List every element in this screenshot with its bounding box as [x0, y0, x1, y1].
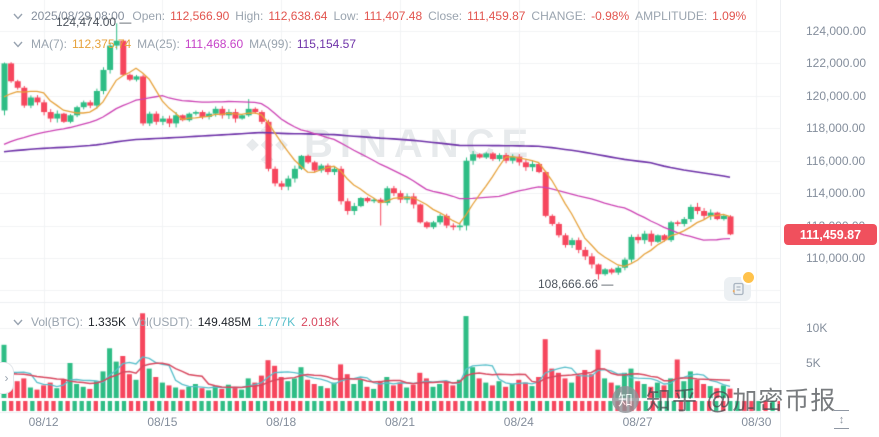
- field-label: Low:: [333, 9, 359, 23]
- field-value: -0.98%: [591, 9, 630, 23]
- date-tick-label: 08/24: [503, 415, 534, 429]
- ohlc-header: 2025/08/29 08:00 Open: 112,566.90 High: 112…: [13, 9, 752, 23]
- volume-tick-label: 10K: [806, 321, 828, 335]
- ohlc-fields: Open: 112,566.90 High: 112,638.64 Low: 111,40…: [132, 9, 752, 23]
- field-pair: MA(99): 115,154.57: [249, 37, 356, 51]
- field-pair: 1.777K: [257, 315, 295, 329]
- price-tick-label: 110,000.00: [806, 251, 866, 265]
- date-tick-label: 08/12: [28, 415, 59, 429]
- field-pair: Open: 112,566.90: [132, 9, 229, 23]
- price-tick-label: 124,000.00: [806, 24, 867, 38]
- field-pair: Close: 111,459.87: [428, 9, 525, 23]
- note-icon: [732, 282, 744, 296]
- chevron-down-icon[interactable]: [13, 41, 23, 48]
- date-tick-label: 08/15: [147, 415, 178, 429]
- field-label: MA(7):: [31, 37, 67, 51]
- price-tick-label: 120,000.00: [806, 88, 867, 103]
- field-value: 112,375.74: [72, 37, 132, 51]
- candle-time: 2025/08/29 08:00: [31, 9, 125, 23]
- field-label: Close:: [428, 9, 463, 23]
- scale-icon-glyph: ↕: [838, 413, 845, 426]
- low-price-marker: 108,666.66 —: [538, 277, 614, 291]
- field-value: 149.485M: [197, 315, 252, 329]
- field-label: Vol(USDT):: [132, 315, 193, 329]
- field-label: MA(99):: [249, 37, 292, 51]
- volume-tick-label: 5K: [806, 356, 821, 370]
- field-value: 1.335K: [88, 315, 127, 329]
- ma-fields: MA(7): 112,375.74 MA(25): 111,468.60 MA(99):…: [31, 37, 362, 51]
- field-value: 2.018K: [301, 315, 340, 329]
- field-value: 111,459.87: [467, 9, 526, 23]
- field-label: High:: [235, 9, 264, 23]
- date-tick-label: 08/27: [622, 415, 653, 429]
- price-tick-label: 116,000.00: [806, 153, 866, 168]
- price-tick-label: 118,000.00: [806, 121, 866, 136]
- field-pair: Low: 111,407.48: [333, 9, 422, 23]
- field-value: 112,638.64: [268, 9, 328, 23]
- pane-handle[interactable]: ›: [0, 362, 14, 394]
- field-pair: High: 112,638.64: [235, 9, 327, 23]
- price-tick-label: 122,000.00: [806, 56, 867, 71]
- field-value: 112,566.90: [170, 9, 230, 23]
- field-pair: MA(25): 111,468.60: [137, 37, 243, 51]
- field-value: 111,468.60: [184, 37, 244, 51]
- scale-icon[interactable]: ↕: [834, 410, 849, 429]
- field-value: 1.777K: [257, 315, 296, 329]
- last-price-badge: 111,459.87: [784, 224, 877, 245]
- chevron-down-icon[interactable]: [13, 319, 23, 326]
- field-pair: AMPLITUDE: 1.09%: [635, 9, 746, 23]
- date-tick-label: 08/21: [384, 415, 416, 429]
- field-label: AMPLITUDE:: [635, 9, 708, 23]
- field-pair: CHANGE: -0.98%: [531, 9, 629, 23]
- price-axis-panel[interactable]: 111,459.87 124,000.00 122,000.00 120,000.0…: [780, 0, 879, 437]
- field-label: Vol(BTC):: [31, 315, 84, 329]
- field-value: 115,154.57: [296, 37, 356, 51]
- field-value: 1.09%: [712, 9, 747, 23]
- ma-header: MA(7): 112,375.74 MA(25): 111,468.60 MA(99):…: [13, 37, 362, 51]
- date-tick-label: 08/30: [741, 415, 772, 429]
- volume-header: Vol(BTC): 1.335K Vol(USDT): 149.485M 1.777K 2…: [13, 315, 345, 329]
- field-pair: Vol(USDT): 149.485M: [132, 315, 251, 329]
- volume-fields: Vol(BTC): 1.335K Vol(USDT): 149.485M 1.777K 2…: [31, 315, 345, 329]
- pane-handle-icon: ›: [4, 371, 9, 385]
- field-label: Open:: [132, 9, 166, 23]
- field-label: MA(25):: [137, 37, 180, 51]
- date-tick-label: 08/18: [266, 415, 297, 429]
- field-pair: MA(7): 112,375.74: [31, 37, 131, 51]
- notification-dot: [741, 270, 756, 285]
- price-tick-label: 114,000.00: [806, 186, 866, 201]
- field-pair: Vol(BTC): 1.335K: [31, 315, 126, 329]
- field-value: 111,407.48: [363, 9, 423, 23]
- field-label: CHANGE:: [531, 9, 587, 23]
- chevron-down-icon[interactable]: [13, 13, 23, 20]
- high-price-marker: 124,474.00 —: [56, 15, 132, 29]
- field-pair: 2.018K: [301, 315, 339, 329]
